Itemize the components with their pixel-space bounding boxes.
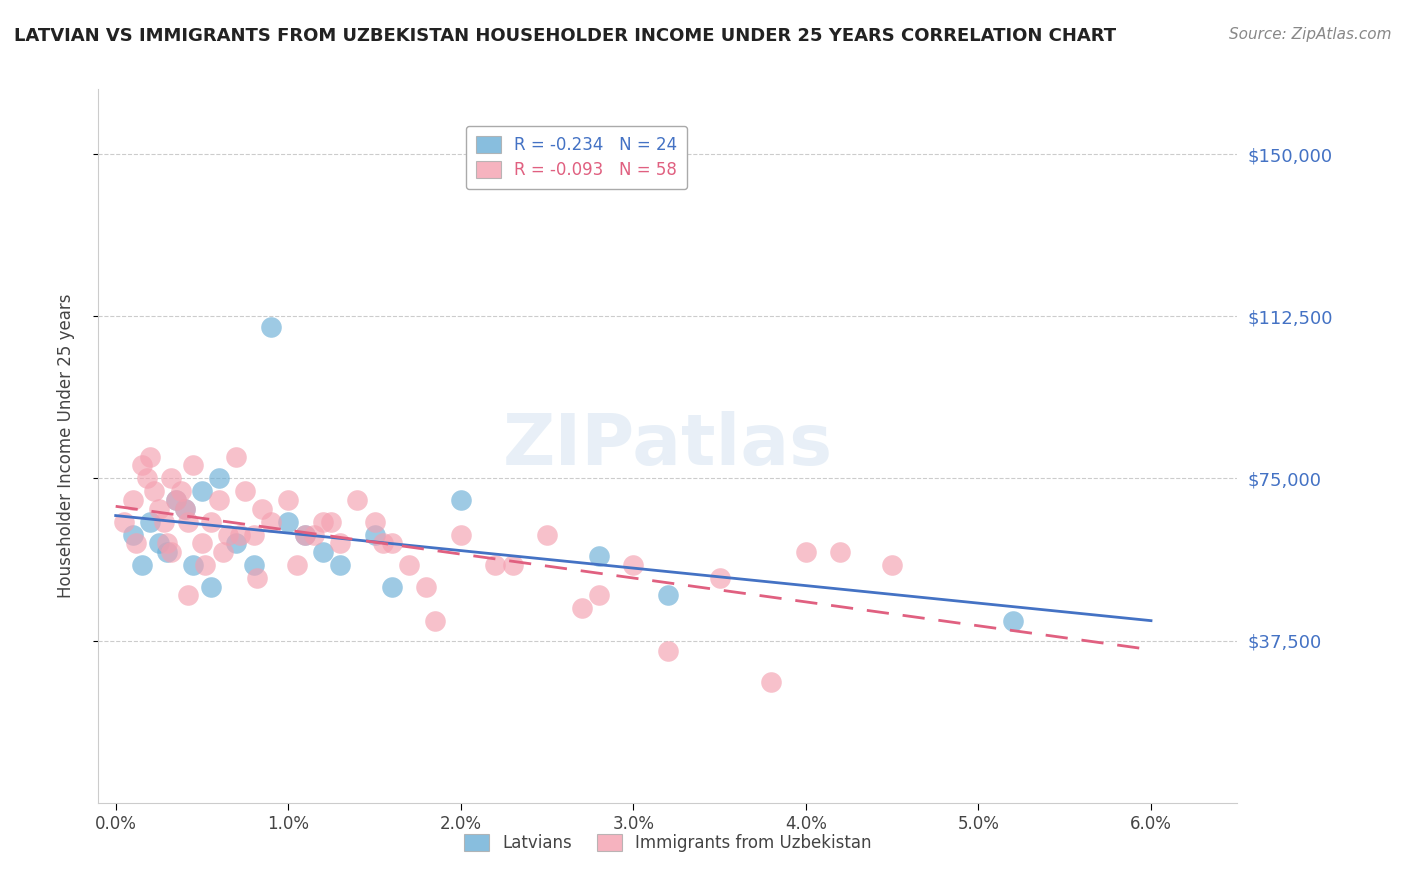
Point [122,527,145,541]
Point [142,484,165,499]
Point [191,484,214,499]
Point [131,458,153,473]
Point [285,558,308,572]
Point [160,471,183,485]
Point [536,527,558,541]
Point [135,471,157,485]
Point [329,558,352,572]
Point [830,545,852,559]
Point [156,545,179,559]
Point [363,527,385,541]
Point [277,493,299,508]
Point [484,558,506,572]
Point [200,515,222,529]
Point [1001,614,1024,628]
Point [160,545,183,559]
Point [229,527,252,541]
Point [153,515,176,529]
Point [242,527,264,541]
Point [312,545,335,559]
Point [122,493,145,508]
Legend: Latvians, Immigrants from Uzbekistan: Latvians, Immigrants from Uzbekistan [457,827,879,859]
Point [177,515,200,529]
Point [200,580,222,594]
Point [657,588,679,602]
Point [260,515,283,529]
Point [260,320,283,334]
Point [588,588,610,602]
Point [502,558,524,572]
Point [398,558,420,572]
Point [242,558,264,572]
Point [794,545,817,559]
Point [211,545,233,559]
Point [450,527,472,541]
Point [139,450,162,464]
Point [415,580,437,594]
Point [191,536,214,550]
Point [312,515,335,529]
Point [363,515,385,529]
Text: Source: ZipAtlas.com: Source: ZipAtlas.com [1229,27,1392,42]
Point [112,515,135,529]
Point [194,558,217,572]
Point [621,558,644,572]
Point [329,536,352,550]
Y-axis label: Householder Income Under 25 years: Householder Income Under 25 years [56,293,75,599]
Text: LATVIAN VS IMMIGRANTS FROM UZBEKISTAN HOUSEHOLDER INCOME UNDER 25 YEARS CORRELAT: LATVIAN VS IMMIGRANTS FROM UZBEKISTAN HO… [14,27,1116,45]
Point [148,501,170,516]
Point [173,501,195,516]
Point [588,549,610,564]
Text: ZIPatlas: ZIPatlas [503,411,832,481]
Point [381,580,404,594]
Point [148,536,170,550]
Point [131,558,153,572]
Point [139,515,162,529]
Point [225,536,247,550]
Point [423,614,446,628]
Point [125,536,148,550]
Point [371,536,394,550]
Point [165,493,187,508]
Point [252,501,274,516]
Point [381,536,404,550]
Point [177,588,200,602]
Point [208,471,231,485]
Point [217,527,239,541]
Point [321,515,343,529]
Point [277,515,299,529]
Point [882,558,904,572]
Point [233,484,256,499]
Point [173,501,195,516]
Point [170,484,193,499]
Point [183,558,205,572]
Point [302,527,325,541]
Point [709,571,731,585]
Point [346,493,368,508]
Point [571,601,593,615]
Point [225,450,247,464]
Point [761,674,783,689]
Point [156,536,179,550]
Point [183,458,205,473]
Point [294,527,316,541]
Point [450,493,472,508]
Point [208,493,231,508]
Point [246,571,269,585]
Point [294,527,316,541]
Point [165,493,187,508]
Point [657,644,679,658]
